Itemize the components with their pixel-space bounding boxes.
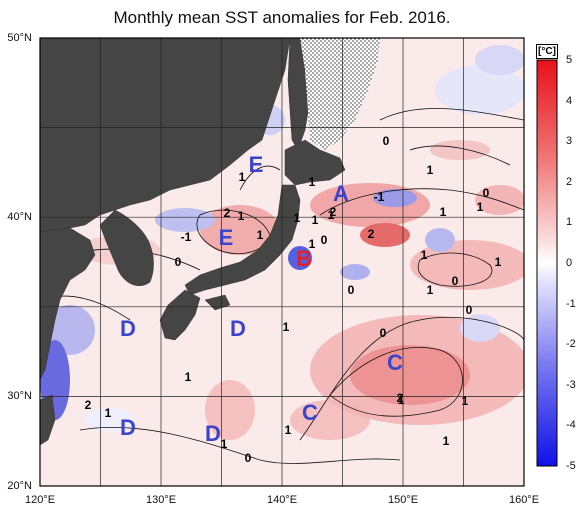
contour-label: 2	[84, 398, 92, 412]
map-title: Monthly mean SST anomalies for Feb. 2016…	[113, 8, 451, 27]
contour-label: 1	[439, 205, 447, 219]
contour-label: 1	[184, 370, 192, 384]
contour-label: 0	[451, 274, 459, 288]
contour-label: 0	[379, 326, 387, 340]
colorbar-tick-label: -4	[566, 419, 576, 432]
region-label: C	[387, 350, 403, 375]
contour-label: 1	[220, 437, 228, 451]
contour-label: 1	[308, 237, 316, 251]
longitude-label: 140°E	[266, 494, 298, 506]
colorbar	[536, 59, 558, 467]
contour-label: 0	[347, 283, 355, 297]
contour-label: 1	[327, 208, 335, 222]
contour-label: 1	[282, 320, 290, 334]
contour-label: 1	[237, 209, 245, 223]
contour-label: 0	[482, 186, 490, 200]
latitude-label: 30°N	[7, 390, 32, 403]
contour-label: 1	[311, 213, 319, 227]
contour-label: 0	[320, 233, 328, 247]
region-label: A	[333, 181, 349, 206]
colorbar-tick-label: -3	[566, 378, 576, 391]
sea-ice-area	[300, 38, 380, 150]
longitude-label: 160°E	[508, 494, 540, 506]
contour-label: 2	[329, 205, 337, 219]
contour-label: -1	[180, 230, 192, 244]
contour-label: 0	[382, 134, 390, 148]
anomaly-field	[40, 45, 524, 440]
region-label: D	[120, 316, 136, 341]
contour-label: 2	[223, 206, 231, 220]
contour-label: 1	[442, 434, 450, 448]
land	[40, 38, 346, 446]
contour-label: 1	[420, 248, 428, 262]
contour-label: 2	[367, 227, 375, 241]
contour-label: 1	[461, 394, 469, 408]
region-label: D	[230, 316, 246, 341]
map-frame	[39, 37, 525, 487]
contour-label: 1	[397, 393, 405, 407]
latitude-label: 50°N	[7, 32, 32, 44]
contour-label: 0	[174, 255, 182, 269]
contour-label: 0	[465, 303, 473, 317]
colorbar-tick-label: 5	[566, 54, 573, 66]
contour-label: 0	[244, 451, 252, 465]
latitude-label: 40°N	[7, 211, 32, 224]
contour-label: 1	[293, 211, 301, 225]
colorbar-tick-label: 1	[566, 216, 573, 229]
region-label: E	[248, 152, 264, 177]
colorbar-tick-label: -1	[566, 297, 576, 310]
contour-label: 1	[476, 200, 484, 214]
contour-label: 1	[238, 170, 246, 184]
colorbar-unit: [°C]	[536, 44, 558, 59]
colorbar-tick-label: -2	[566, 338, 576, 351]
region-label: E	[218, 225, 234, 250]
contour-label: -1	[373, 190, 385, 204]
longitude-label: 120°E	[24, 494, 56, 506]
latitude-label: 20°N	[7, 480, 32, 492]
contour-label: 2	[396, 391, 404, 405]
longitude-label: 150°E	[387, 494, 419, 506]
colorbar-tick-label: 2	[566, 175, 573, 188]
contour-label: 1	[308, 175, 316, 189]
colorbar-tick-label: -5	[566, 460, 576, 472]
contour-label: 1	[104, 406, 112, 420]
contour-label: 1	[494, 255, 502, 269]
region-label: C	[302, 400, 318, 425]
region-label: B	[296, 246, 312, 271]
contour-label: 1	[256, 228, 264, 242]
longitude-label: 130°E	[145, 494, 177, 506]
colorbar-tick-label: 4	[566, 94, 573, 107]
contour-label: 1	[426, 283, 434, 297]
contour-label: 1	[426, 163, 434, 177]
region-label: D	[205, 421, 221, 446]
contour-label: 1	[284, 423, 292, 437]
colorbar-tick-label: 0	[566, 257, 573, 269]
colorbar-tick-label: 3	[566, 135, 573, 148]
grid-lines	[40, 38, 524, 486]
region-label: D	[120, 415, 136, 440]
